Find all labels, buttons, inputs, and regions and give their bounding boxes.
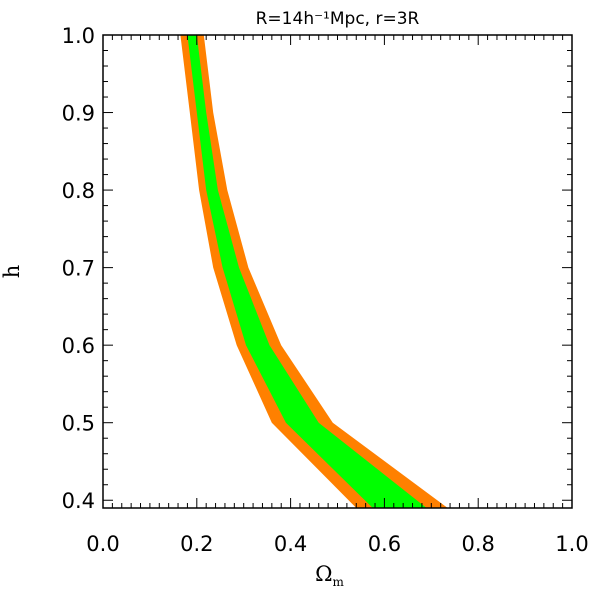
x-axis-label-main: Ω [315, 562, 332, 586]
x-tick-label: 1.0 [555, 532, 588, 556]
x-tick-label: 0.6 [368, 532, 401, 556]
chart-title: R=14h⁻¹Mpc, r=3R [256, 9, 420, 29]
x-tick-label: 0.4 [274, 532, 307, 556]
x-tick-label: 0.0 [86, 532, 119, 556]
x-tick-label: 0.8 [461, 532, 494, 556]
x-axis-label-sub: m [333, 575, 345, 589]
y-tick-label: 1.0 [62, 24, 95, 48]
y-tick-label: 0.9 [62, 102, 95, 126]
x-axis-label: Ωm [315, 562, 344, 589]
y-tick-label: 0.6 [62, 334, 95, 358]
y-tick-label: 0.4 [62, 489, 95, 513]
y-tick-label: 0.5 [62, 412, 95, 436]
y-tick-label: 0.7 [62, 257, 95, 281]
x-tick-label: 0.2 [180, 532, 213, 556]
y-tick-label: 0.8 [62, 179, 95, 203]
ticks-group: 0.0 0.2 0.4 0.6 0.8 1.0 0.4 0.5 0.6 0.7 0.8 0.9 1.0 [62, 24, 589, 556]
confidence-band-2 [187, 35, 427, 508]
bands-group [180, 35, 448, 508]
y-axis-label: h [0, 265, 24, 279]
